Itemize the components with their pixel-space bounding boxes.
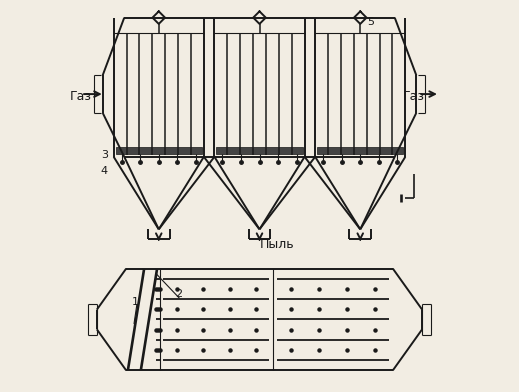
Text: 3: 3 bbox=[101, 150, 108, 160]
Bar bbox=[116, 147, 202, 154]
Text: 2: 2 bbox=[175, 289, 182, 299]
Text: Газ: Газ bbox=[70, 89, 91, 103]
Text: 5: 5 bbox=[367, 16, 374, 27]
Bar bbox=[216, 147, 303, 154]
Text: 4: 4 bbox=[101, 165, 108, 176]
Text: 1: 1 bbox=[132, 297, 139, 307]
Text: Пыль: Пыль bbox=[260, 238, 294, 252]
Text: Газ: Газ bbox=[403, 89, 425, 103]
Bar bbox=[317, 147, 403, 154]
